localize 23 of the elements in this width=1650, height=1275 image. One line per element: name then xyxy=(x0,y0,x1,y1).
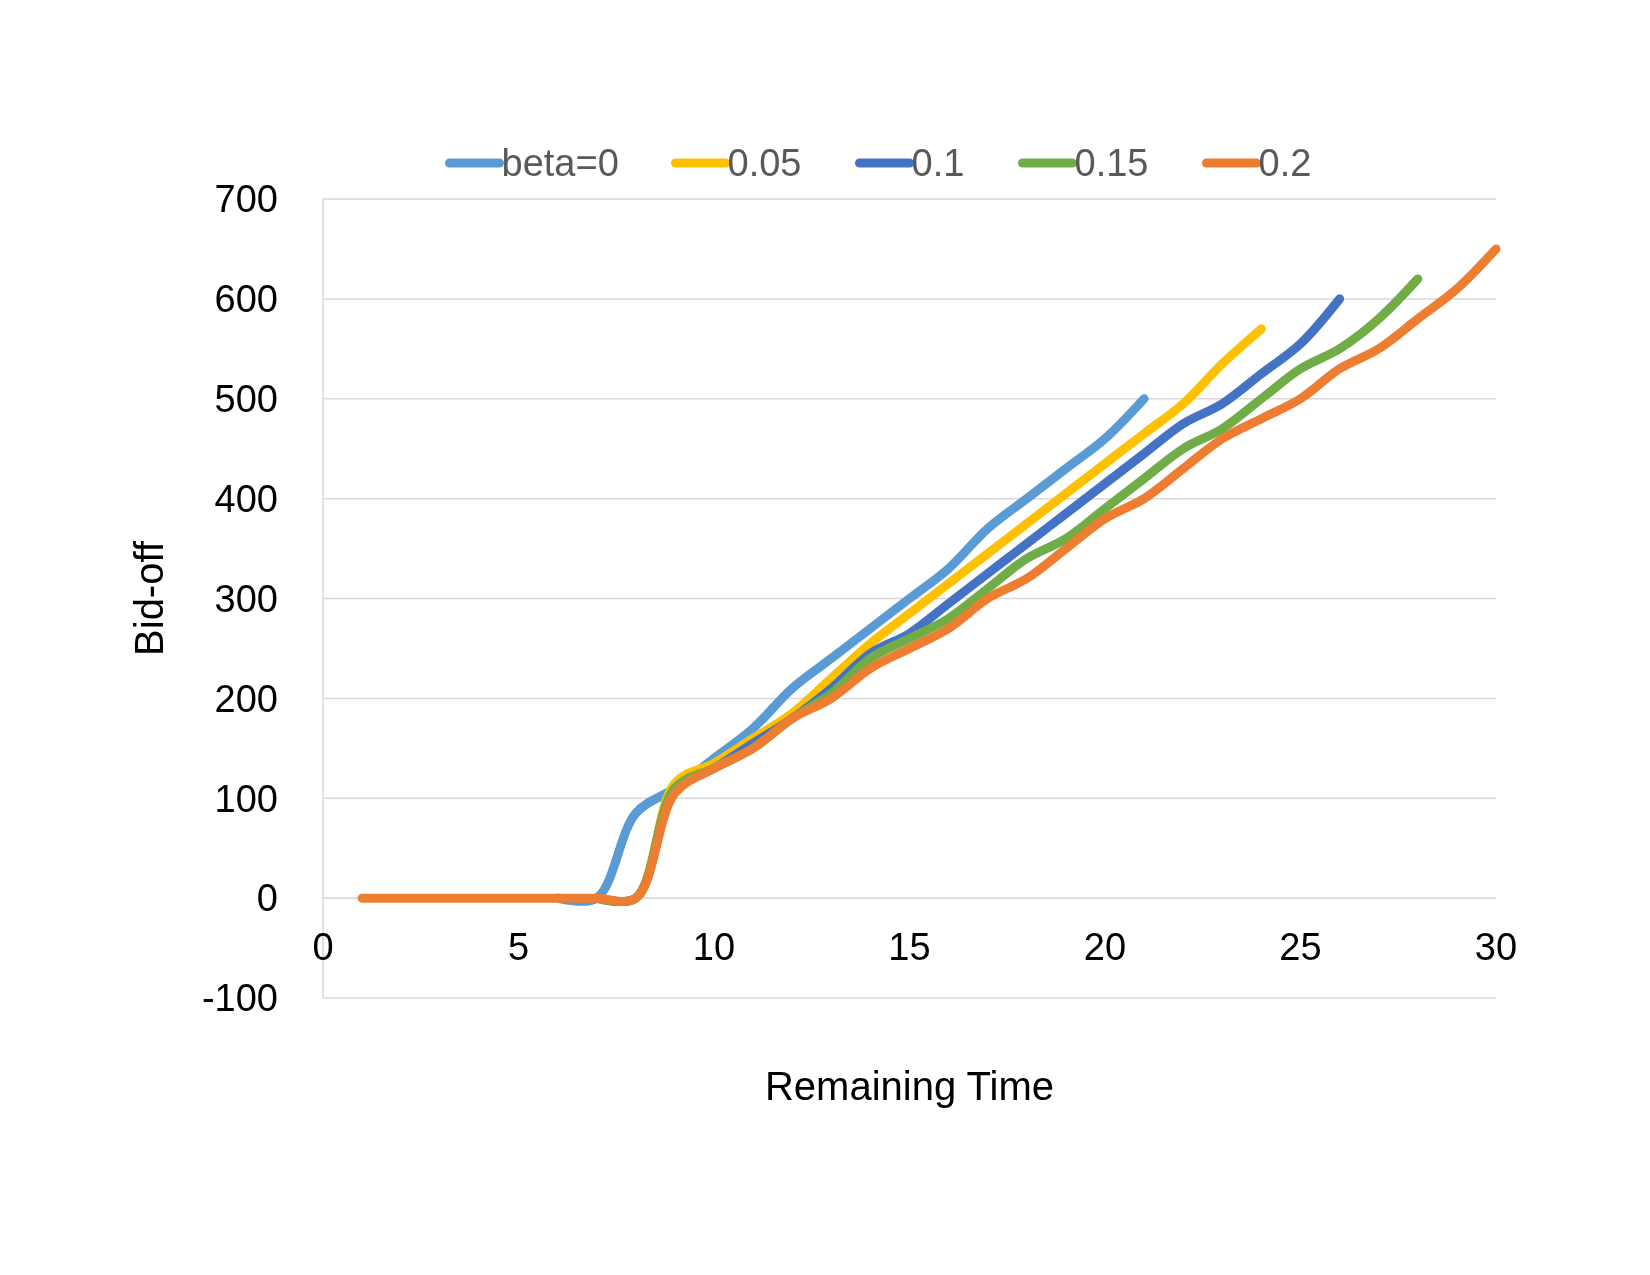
x-tick-label: 5 xyxy=(507,926,530,969)
y-tick-label: 500 xyxy=(214,378,278,421)
y-axis-title: Bid-off xyxy=(127,540,171,656)
y-tick-label: 0 xyxy=(256,877,278,920)
x-axis-title: Remaining Time xyxy=(764,1064,1055,1108)
x-tick-label: 25 xyxy=(1279,926,1322,969)
y-tick-label: 700 xyxy=(214,178,278,221)
y-tick-label: -100 xyxy=(201,977,278,1020)
y-tick-label: 200 xyxy=(214,677,278,720)
x-tick-label: 10 xyxy=(692,926,736,969)
legend-label: 0.1 xyxy=(911,142,965,185)
x-tick-label: 15 xyxy=(888,926,931,969)
y-tick-label: 300 xyxy=(214,577,278,620)
x-tick-label: 30 xyxy=(1474,926,1518,969)
legend-label: beta=0 xyxy=(501,142,619,185)
legend-label: 0.15 xyxy=(1074,142,1149,185)
legend-label: 0.2 xyxy=(1258,142,1312,185)
y-tick-label: 400 xyxy=(214,477,278,520)
x-tick-label: 0 xyxy=(312,926,334,969)
x-tick-label: 20 xyxy=(1083,926,1127,969)
y-tick-label: 600 xyxy=(214,278,278,321)
legend-label: 0.05 xyxy=(727,142,802,185)
y-tick-label: 100 xyxy=(214,777,278,820)
